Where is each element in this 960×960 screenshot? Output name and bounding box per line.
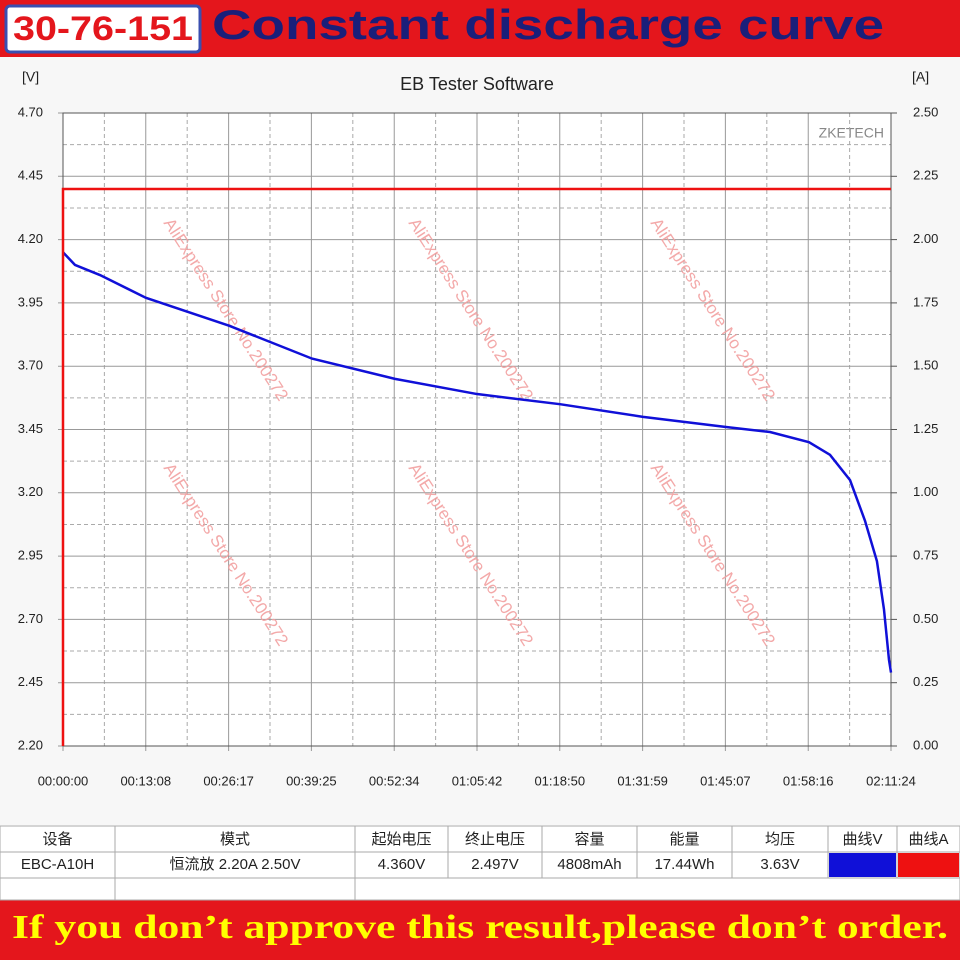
y2-tick-label: 1.00 [913,484,938,499]
y-tick-label: 4.45 [18,168,43,183]
y-tick-label: 2.45 [18,674,43,689]
table-cell: 4808mAh [557,856,621,873]
x-tick-label: 02:11:24 [866,773,916,788]
y2-tick-label: 0.00 [913,737,938,752]
table-header: 均压 [765,831,795,848]
y2-tick-label: 0.25 [913,674,938,689]
table-header: 模式 [220,831,250,848]
badge-box [4,4,202,54]
y2-tick-label: 1.50 [913,358,938,373]
y2-tick-label: 1.25 [913,421,938,436]
series-line [62,251,893,673]
x-tick-label: 01:45:07 [700,773,751,788]
y-tick-label: 3.95 [18,294,43,309]
y-tick-label: 3.70 [18,358,43,373]
table-header: 终止电压 [465,831,525,848]
y-tick-label: 4.70 [18,104,43,119]
x-tick-label: 01:58:16 [783,773,834,788]
series-line [61,187,891,746]
table-cell: 17.44Wh [654,856,714,873]
x-tick-label: 00:52:34 [369,773,420,788]
table-header: 起始电压 [371,831,431,848]
table-cell: 4.360V [378,856,426,873]
legend-swatch [898,853,959,877]
x-tick-label: 00:00:00 [38,773,89,788]
y-tick-label: 4.20 [18,231,43,246]
table-header: 曲线V [842,831,882,848]
headline: Constant discharge curve [212,1,884,48]
x-tick-label: 01:05:42 [452,773,503,788]
footer-text: If you don’t approve this result,please … [12,909,948,946]
table-header: 容量 [574,831,604,848]
table-bg [0,825,960,901]
footer-banner [0,900,960,960]
x-tick-label: 00:13:08 [120,773,171,788]
table-header: 曲线A [908,831,948,848]
y2-tick-label: 2.00 [913,231,938,246]
chart-title: EB Tester Software [400,74,554,94]
y2-tick-label: 1.75 [913,294,938,309]
x-tick-label: 01:18:50 [534,773,585,788]
badge: 30-76-151 [13,10,193,48]
table-header: 能量 [669,831,699,848]
table-cell: 恒流放 2.20A 2.50V [170,856,301,873]
table-cell: 2.497V [471,856,519,873]
table-header: 设备 [42,831,72,848]
x-tick-label: 00:39:25 [286,773,337,788]
y2-tick-label: 0.75 [913,548,938,563]
y-tick-label: 3.45 [18,421,43,436]
brand-watermark: ZKETECH [819,125,884,141]
y-tick-label: 3.20 [18,484,43,499]
legend-swatch [829,853,896,877]
x-tick-label: 01:31:59 [617,773,668,788]
table-cell: EBC-A10H [21,856,94,873]
y-tick-label: 2.70 [18,611,43,626]
y2-axis-label: [A] [912,69,929,85]
y2-tick-label: 2.50 [913,104,938,119]
y2-tick-label: 2.25 [913,168,938,183]
y-axis-label: [V] [22,69,39,85]
y2-tick-label: 0.50 [913,611,938,626]
table-cell: 3.63V [760,856,799,873]
y-tick-label: 2.20 [18,737,43,752]
x-tick-label: 00:26:17 [203,773,254,788]
y-tick-label: 2.95 [18,548,43,563]
